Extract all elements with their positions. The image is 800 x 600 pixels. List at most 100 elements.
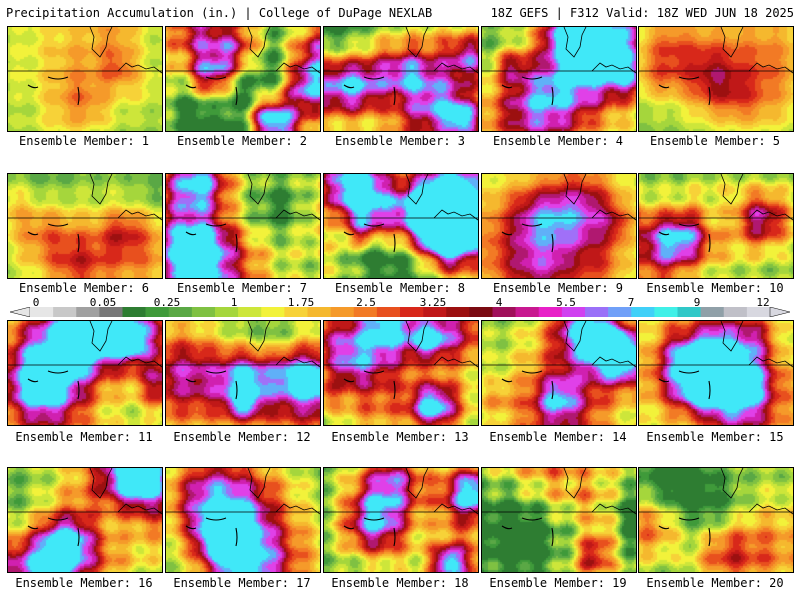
colorbar-tick-label: 7 (627, 296, 635, 309)
precipitation-field (482, 321, 636, 425)
colorbar-swatch (168, 307, 193, 317)
map-title: Precipitation Accumulation (in.) | Colle… (6, 6, 433, 20)
member-label: Ensemble Member: 19 (489, 576, 627, 590)
map-outline (482, 321, 636, 400)
precipitation-field (482, 174, 636, 278)
map-outline (166, 468, 320, 547)
precipitation-field (324, 27, 478, 131)
precipitation-field (166, 174, 320, 278)
colorbar-swatch (677, 307, 701, 317)
colorbar-tick-label: 4 (495, 296, 503, 309)
colorbar-swatch (145, 307, 170, 317)
member-label: Ensemble Member: 11 (15, 430, 153, 444)
precipitation-field (324, 174, 478, 278)
map-outline (639, 174, 793, 253)
map-outline (482, 27, 636, 106)
colorbar-swatch (99, 307, 123, 317)
colorbar-tick-label: 2.5 (356, 296, 376, 309)
ensemble-member-map (323, 173, 479, 279)
member-label: Ensemble Member: 9 (492, 281, 624, 295)
map-outline (482, 468, 636, 547)
map-outline (639, 27, 793, 106)
precipitation-field (639, 27, 793, 131)
ensemble-member-map (165, 26, 321, 132)
ensemble-member-map (165, 467, 321, 573)
ensemble-member-map (165, 173, 321, 279)
map-outline (8, 27, 162, 106)
ensemble-member-map (638, 173, 794, 279)
ensemble-member-map (481, 26, 637, 132)
member-label: Ensemble Member: 13 (331, 430, 469, 444)
precipitation-field (639, 321, 793, 425)
member-label: Ensemble Member: 4 (492, 134, 624, 148)
colorbar-swatch (631, 307, 655, 317)
colorbar-swatch (585, 307, 609, 317)
precipitation-field (166, 321, 320, 425)
member-label: Ensemble Member: 16 (15, 576, 153, 590)
colorbar-swatch (284, 307, 308, 317)
colorbar-swatch (191, 307, 216, 317)
colorbar-low-arrow (10, 307, 31, 317)
member-label: Ensemble Member: 10 (646, 281, 784, 295)
ensemble-member-map (481, 320, 637, 426)
member-label: Ensemble Member: 20 (646, 576, 784, 590)
ensemble-member-map (7, 320, 163, 426)
member-label: Ensemble Member: 7 (176, 281, 308, 295)
member-label: Ensemble Member: 12 (173, 430, 311, 444)
colorbar-tick-label: 0.25 (153, 296, 181, 309)
ensemble-member-map (323, 467, 479, 573)
colorbar-swatch (353, 307, 378, 317)
map-outline (324, 321, 478, 400)
member-label: Ensemble Member: 5 (649, 134, 781, 148)
map-outline (324, 27, 478, 106)
colorbar-swatch (400, 307, 424, 317)
colorbar-swatch (469, 307, 493, 317)
map-outline (166, 321, 320, 400)
ensemble-member-map (7, 173, 163, 279)
colorbar-swatch (53, 307, 77, 317)
map-outline (639, 468, 793, 547)
map-outline (639, 321, 793, 400)
member-label: Ensemble Member: 6 (18, 281, 150, 295)
colorbar-swatch (330, 307, 355, 317)
colorbar-tick-label: 1.75 (287, 296, 315, 309)
colorbar-swatch (238, 307, 262, 317)
map-outline (324, 468, 478, 547)
precipitation-field (166, 468, 320, 572)
map-outline (166, 174, 320, 253)
colorbar-tick-label: 0.05 (89, 296, 117, 309)
colorbar-swatch (700, 307, 725, 317)
precipitation-field (639, 468, 793, 572)
precipitation-colorbar (10, 307, 790, 317)
colorbar-swatch (746, 307, 771, 317)
precipitation-field (8, 321, 162, 425)
precipitation-field (482, 27, 636, 131)
ensemble-member-map (7, 26, 163, 132)
precipitation-field (324, 468, 478, 572)
colorbar-swatch (492, 307, 516, 317)
colorbar-swatch (608, 307, 632, 317)
member-label: Ensemble Member: 18 (331, 576, 469, 590)
precipitation-field (166, 27, 320, 131)
precipitation-field (324, 321, 478, 425)
colorbar-swatch (515, 307, 540, 317)
colorbar-swatch (654, 307, 678, 317)
model-run-info: 18Z GEFS | F312 Valid: 18Z WED JUN 18 20… (490, 6, 794, 20)
colorbar-tick-label: 5.5 (556, 296, 576, 309)
ensemble-member-map (481, 467, 637, 573)
ensemble-member-map (481, 173, 637, 279)
member-label: Ensemble Member: 14 (489, 430, 627, 444)
colorbar-swatch (307, 307, 331, 317)
precipitation-field (639, 174, 793, 278)
colorbar-swatch (723, 307, 748, 317)
ensemble-member-map (638, 26, 794, 132)
map-outline (8, 468, 162, 547)
member-label: Ensemble Member: 17 (173, 576, 311, 590)
ensemble-member-map (638, 320, 794, 426)
colorbar-tick-label: 1 (230, 296, 238, 309)
precipitation-field (8, 468, 162, 572)
member-label: Ensemble Member: 2 (176, 134, 308, 148)
colorbar-swatch (446, 307, 470, 317)
colorbar-swatch (561, 307, 586, 317)
colorbar-swatch (76, 307, 100, 317)
